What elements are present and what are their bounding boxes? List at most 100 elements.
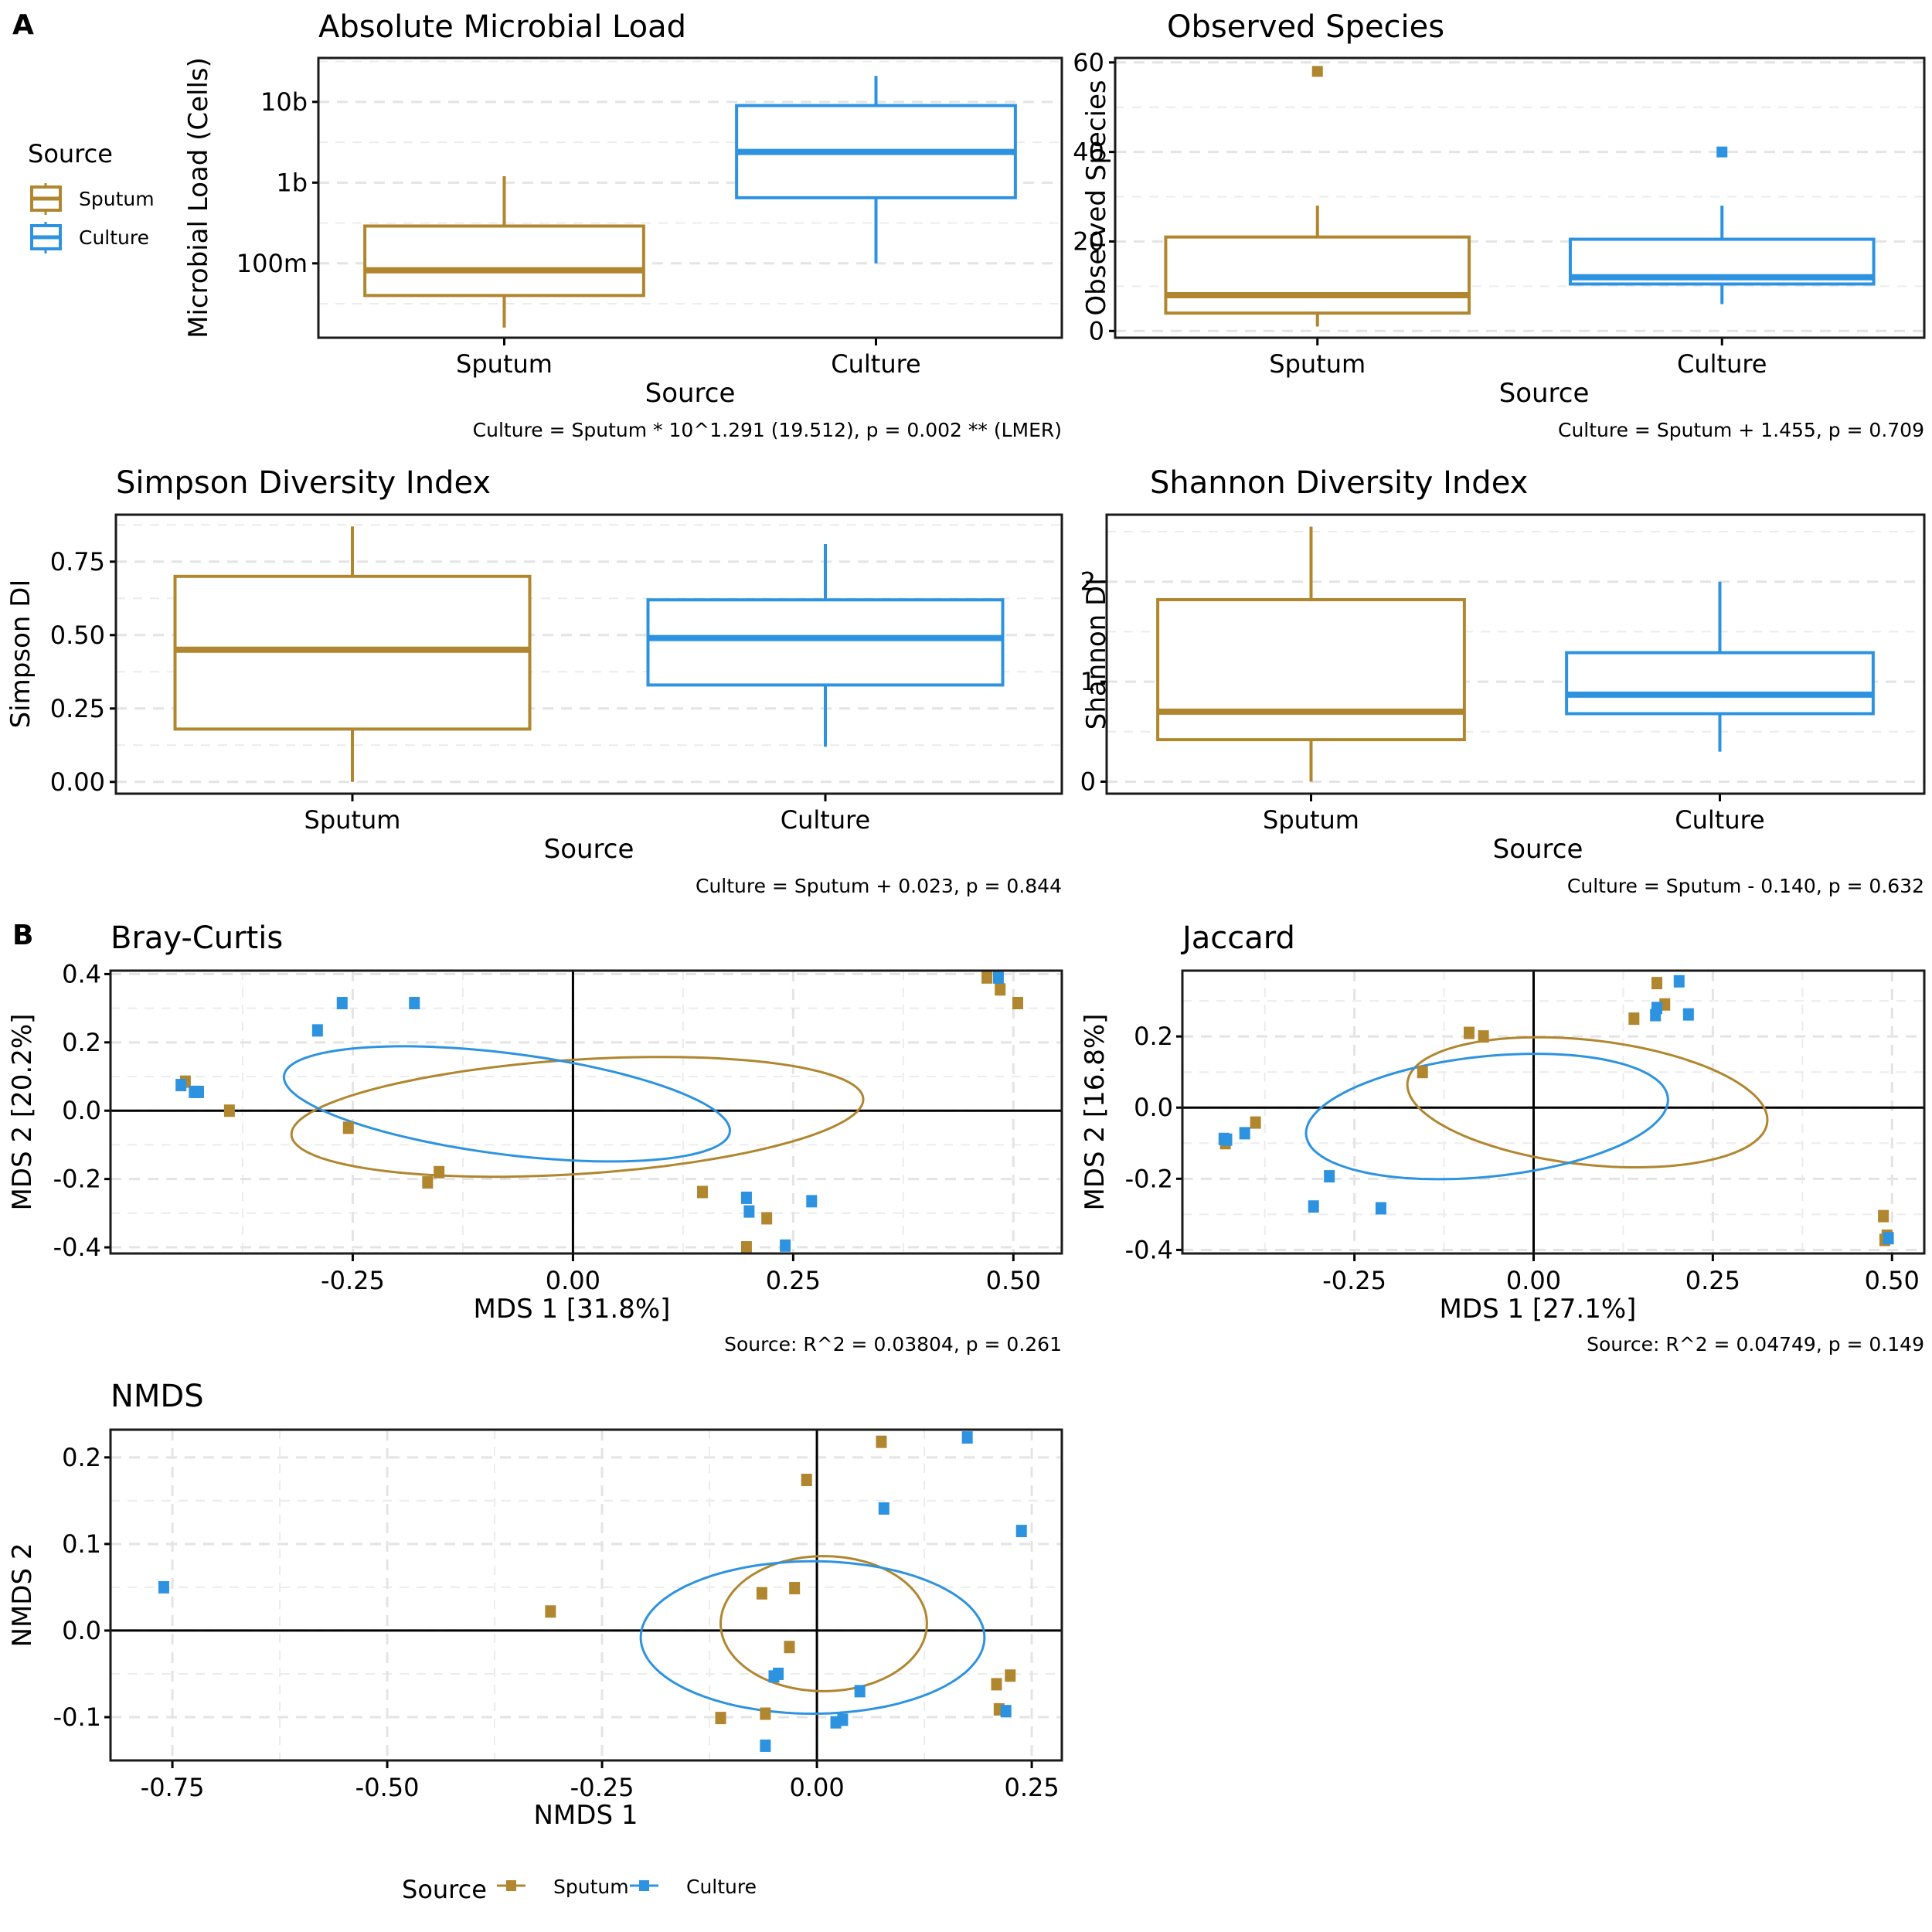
y-tick-label: -0.4 — [53, 1233, 101, 1262]
x-tick-label: Sputum — [456, 349, 553, 379]
y-tick-label: 0.2 — [62, 1443, 101, 1472]
x-axis-label: Source — [1499, 378, 1590, 409]
x-tick-label: Culture — [781, 805, 870, 835]
y-tick-label: -0.1 — [53, 1702, 101, 1732]
plot-area — [158, 1431, 1027, 1752]
chart-microbial-load: Absolute Microbial Load 100m 1b 10b Sputum Cu… — [183, 9, 1063, 441]
stats-annotation: Culture = Sputum - 0.140, p = 0.632 — [1567, 875, 1924, 897]
x-tick-label: -0.25 — [321, 1266, 385, 1295]
y-axis-label: Microbial Load (Cells) — [183, 57, 214, 338]
x-axis-label: MDS 1 [27.1%] — [1440, 1294, 1637, 1325]
plot-frame — [114, 513, 1063, 795]
legend-point-sputum-icon — [497, 1880, 526, 1891]
point-sputum — [1464, 1026, 1475, 1039]
box-iqr — [1565, 651, 1875, 716]
y-tick-label: 0.2 — [62, 1028, 101, 1057]
x-tick-label: Sputum — [1263, 805, 1359, 835]
point-sputum — [1478, 1030, 1489, 1043]
chart-bray-curtis: Bray-Curtis -0.25 0.00 0.25 0.50 -0.4 -0.2 0.0 0… — [7, 920, 1063, 1355]
legend-bottom-label-sputum: Sputum — [553, 1876, 629, 1898]
point-culture — [1673, 975, 1685, 988]
y-tick-label: 0 — [1080, 767, 1096, 796]
x-tick-label: 0.00 — [1506, 1266, 1561, 1295]
x-tick-label: 0.25 — [766, 1266, 821, 1295]
x-axis-label: MDS 1 [31.8%] — [474, 1294, 671, 1325]
point-sputum — [789, 1582, 801, 1595]
point-culture — [1324, 1170, 1335, 1183]
legend-label-culture: Culture — [79, 226, 149, 249]
point-culture — [1308, 1200, 1319, 1213]
point-sputum — [696, 1185, 708, 1199]
plot-frame — [1105, 513, 1926, 795]
point-culture — [1221, 1133, 1233, 1146]
y-tick-label: 0.25 — [50, 694, 105, 723]
outlier-point — [1716, 146, 1728, 158]
y-tick-label: 0.75 — [50, 547, 105, 577]
point-culture — [760, 1739, 771, 1752]
y-axis-label: MDS 2 [20.2%] — [7, 1014, 38, 1211]
legend-bottom-item-culture: Culture — [630, 1876, 757, 1898]
ellipse-sputum — [719, 1555, 928, 1692]
point-culture — [1682, 1008, 1694, 1021]
legend-swatch-sputum-box-icon — [30, 183, 62, 215]
plot-frame — [317, 56, 1063, 339]
x-axis-label: Source — [1493, 834, 1583, 865]
point-culture — [192, 1085, 204, 1098]
point-sputum — [1878, 1209, 1889, 1223]
point-sputum — [756, 1587, 767, 1600]
point-culture — [158, 1580, 169, 1594]
point-sputum — [342, 1121, 354, 1134]
plot-area — [175, 971, 1024, 1253]
x-tick-label: 0.25 — [1004, 1773, 1059, 1802]
plot-frame — [1114, 56, 1926, 339]
legend-item-culture: Culture — [30, 222, 149, 253]
y-tick-label: 0.0 — [62, 1616, 101, 1645]
plot-frame — [1181, 969, 1926, 1255]
point-sputum — [1628, 1012, 1640, 1026]
stats-annotation: Source: R^2 = 0.03804, p = 0.261 — [724, 1333, 1062, 1355]
point-sputum — [760, 1707, 771, 1720]
x-tick-label: Culture — [1677, 349, 1767, 379]
point-sputum — [422, 1176, 434, 1189]
y-tick-label: 0.1 — [62, 1529, 101, 1559]
ellipse-culture — [1304, 1053, 1669, 1181]
chart-simpson: Simpson Diversity Index 0.00 0.25 0.50 0.75 S… — [5, 465, 1063, 897]
point-culture — [837, 1713, 849, 1726]
y-tick-label: -0.2 — [53, 1165, 101, 1194]
point-culture — [1239, 1127, 1250, 1140]
x-tick-label: -0.50 — [355, 1773, 420, 1802]
point-culture — [961, 1431, 973, 1444]
y-tick-label: 60 — [1073, 48, 1104, 77]
y-tick-label: 0.4 — [62, 959, 101, 988]
point-culture — [311, 1024, 323, 1037]
point-culture — [1375, 1202, 1386, 1215]
plot-area — [1218, 975, 1894, 1247]
y-tick-label: 40 — [1073, 138, 1104, 167]
point-sputum — [740, 1241, 752, 1253]
x-axis-label: Source — [544, 834, 634, 865]
box-culture — [646, 544, 1005, 747]
y-tick-label: 0.2 — [1134, 1022, 1173, 1051]
point-sputum — [1417, 1066, 1428, 1079]
y-tick-label: 20 — [1073, 226, 1104, 256]
legend-swatch-culture-box-icon — [30, 222, 62, 253]
box-iqr — [1156, 597, 1466, 742]
chart-shannon: Shannon Diversity Index 0 1 2 Sputum Culture S… — [1080, 465, 1926, 897]
box-culture — [1565, 581, 1875, 752]
box-sputum — [363, 176, 645, 328]
point-culture — [1000, 1705, 1012, 1718]
y-axis-label: Simpson DI — [5, 580, 36, 729]
x-tick-label: Sputum — [304, 805, 401, 835]
ellipse-sputum — [1406, 1036, 1769, 1168]
ellipse-culture — [639, 1560, 986, 1716]
ellipse-sputum — [290, 1056, 865, 1179]
point-culture — [1883, 1232, 1894, 1245]
chart-title: Bray-Curtis — [111, 920, 283, 956]
x-tick-label: 0.50 — [1865, 1266, 1920, 1295]
stats-annotation: Culture = Sputum + 0.023, p = 0.844 — [696, 875, 1062, 897]
stats-annotation: Source: R^2 = 0.04749, p = 0.149 — [1587, 1333, 1924, 1355]
y-tick-label: 2 — [1080, 567, 1096, 597]
point-sputum — [715, 1712, 726, 1725]
outlier-point — [1311, 66, 1323, 77]
